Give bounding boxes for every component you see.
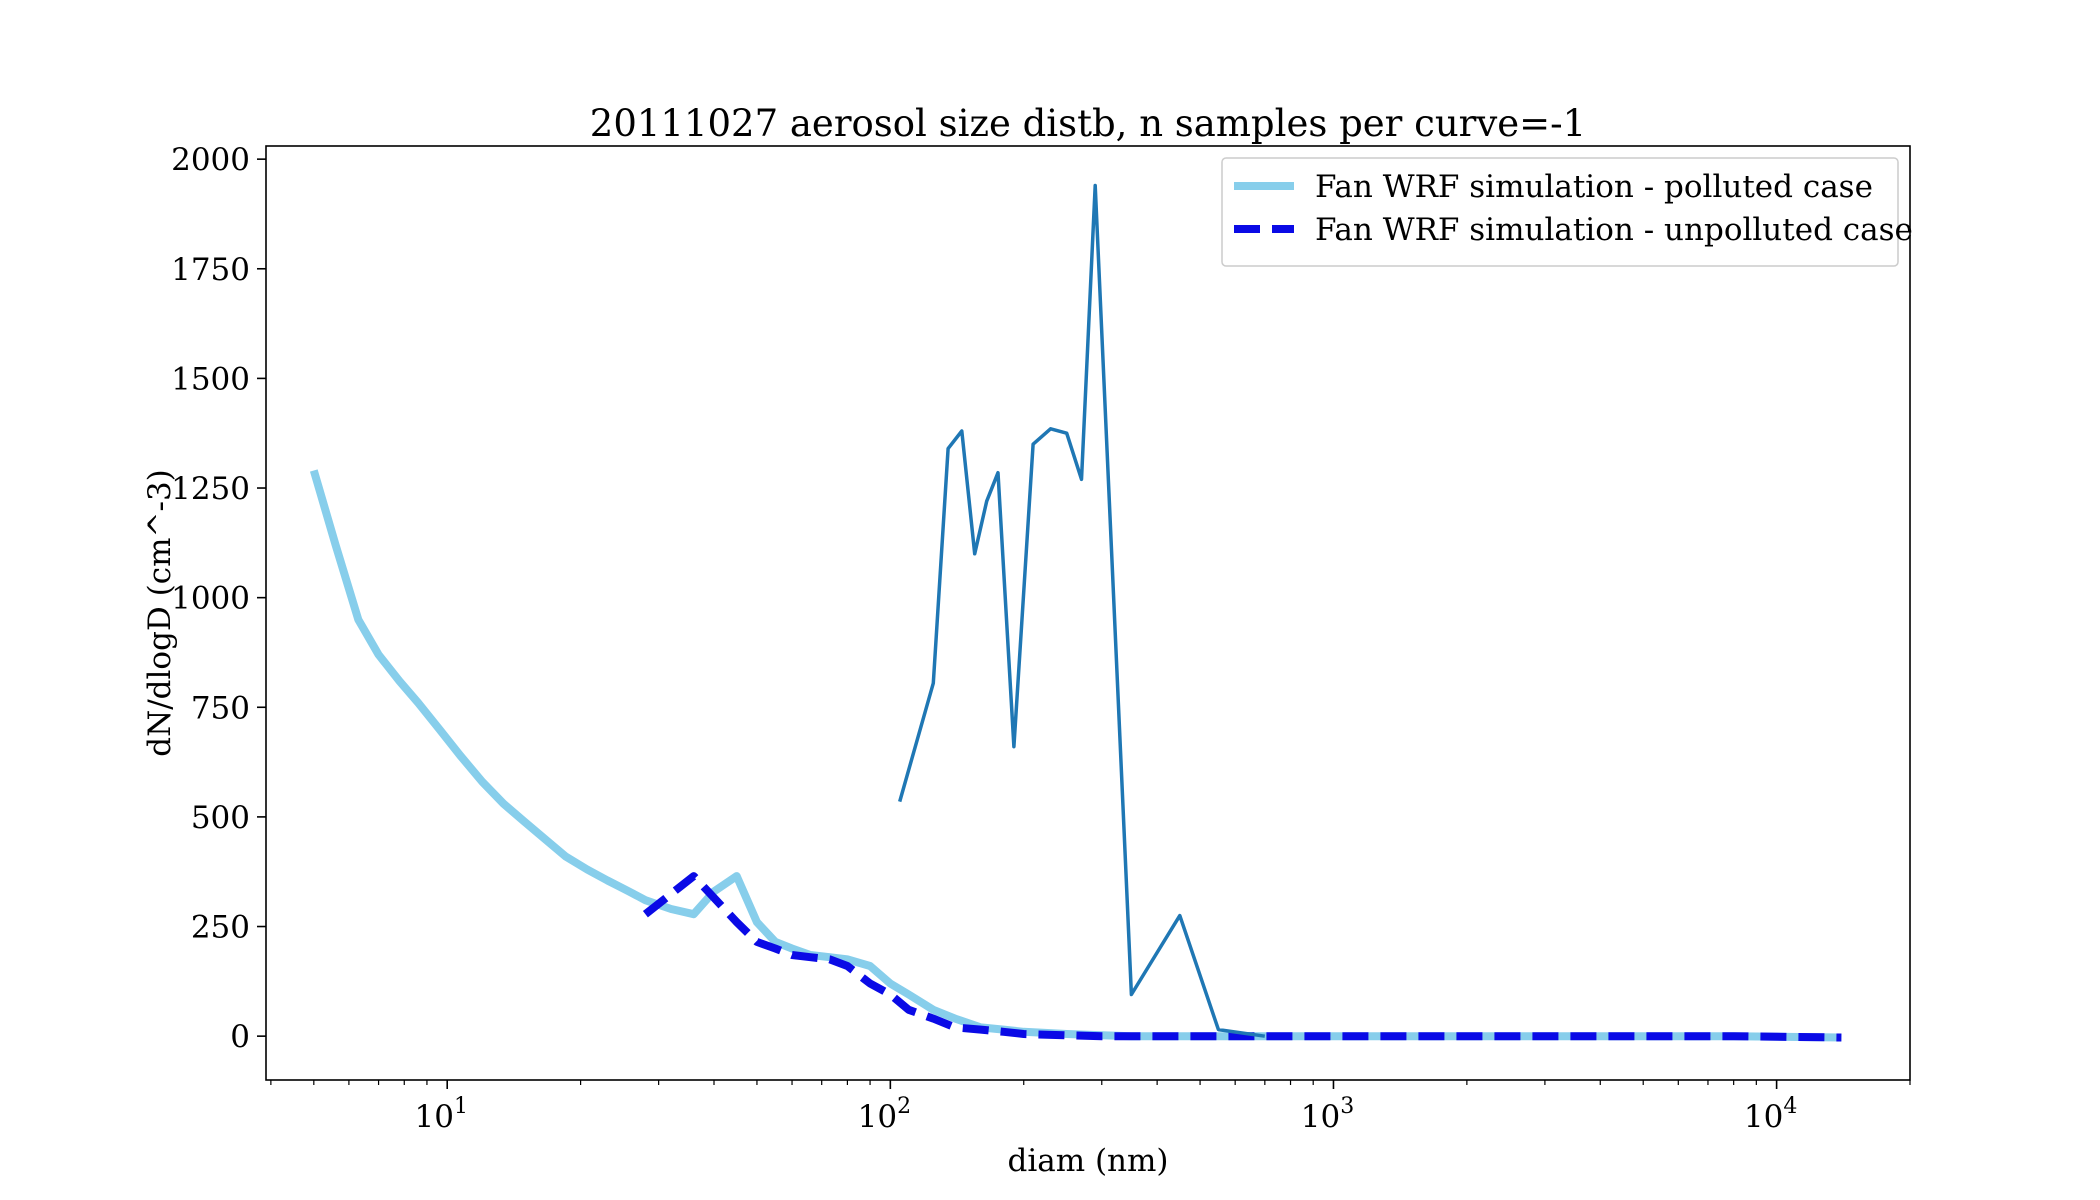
- legend: Fan WRF simulation - polluted case Fan WR…: [1221, 157, 1913, 267]
- x-tick-label: 103: [1301, 1094, 1354, 1135]
- plot-frame: [265, 145, 1911, 1081]
- y-tick-label: 500: [191, 800, 250, 836]
- x-tick-label: 102: [858, 1094, 911, 1135]
- x-tick-label: 101: [414, 1094, 467, 1135]
- legend-box: [1221, 157, 1899, 267]
- x-tick-label: 104: [1744, 1094, 1797, 1135]
- y-tick-label: 250: [191, 910, 250, 946]
- legend-label: Fan WRF simulation - unpolluted case: [1315, 212, 1913, 248]
- y-tick-label: 750: [191, 690, 250, 726]
- chart-title: 20111027 aerosol size distb, n samples p…: [590, 102, 1586, 145]
- x-axis-label: diam (nm): [1007, 1143, 1168, 1179]
- axis-layer: 0 250 500 750 1000 1250 1500 1750 2000 101 102 103 1…: [171, 142, 1911, 1135]
- series-line-2: [642, 872, 1842, 1042]
- y-tick-label: 1000: [171, 581, 250, 617]
- y-tick-label: 0: [230, 1019, 250, 1055]
- plot-layer: [309, 183, 1842, 1042]
- y-tick-label: 1250: [171, 471, 250, 507]
- y-tick-label: 1500: [171, 361, 250, 397]
- series-line-3: [898, 183, 1266, 1038]
- legend-label: Fan WRF simulation - polluted case: [1315, 169, 1873, 205]
- y-tick-label: 1750: [171, 252, 250, 288]
- y-axis-label: dN/dlogD (cm^-3): [142, 469, 178, 757]
- y-tick-label: 2000: [171, 142, 250, 178]
